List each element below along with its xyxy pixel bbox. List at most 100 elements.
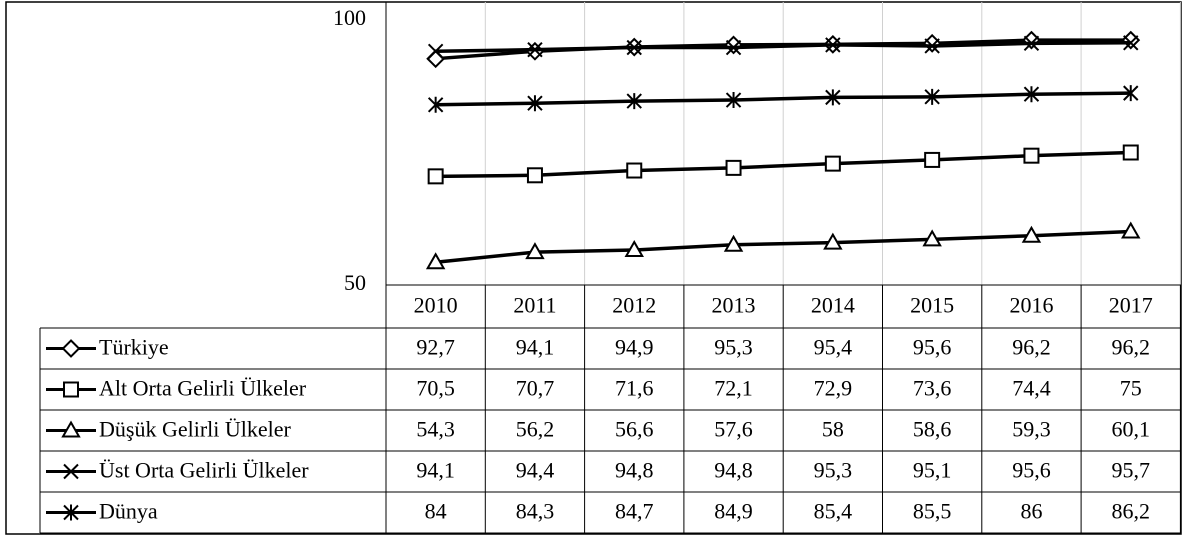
marker bbox=[1122, 144, 1139, 161]
marker bbox=[624, 240, 644, 258]
marker bbox=[924, 151, 941, 168]
table-value: 60,1 bbox=[1112, 417, 1151, 442]
marker bbox=[63, 463, 79, 480]
legend-label: Düşük Gelirli Ülkeler bbox=[99, 417, 292, 442]
marker bbox=[725, 39, 742, 56]
table-value: 95,6 bbox=[913, 335, 952, 360]
marker bbox=[1121, 221, 1141, 239]
table-value: 94,8 bbox=[714, 458, 753, 483]
marker bbox=[626, 162, 643, 179]
table-value: 70,5 bbox=[416, 376, 455, 401]
marker bbox=[723, 234, 744, 252]
table-value: 71,6 bbox=[615, 376, 654, 401]
legend-label: Alt Orta Gelirli Ülkeler bbox=[99, 376, 307, 401]
table-value: 96,2 bbox=[1112, 335, 1151, 360]
marker bbox=[823, 232, 843, 250]
x-tick-label: 2015 bbox=[910, 293, 954, 318]
marker bbox=[527, 41, 543, 58]
table-value: 95,1 bbox=[913, 458, 952, 483]
marker bbox=[1121, 30, 1141, 50]
x-tick-label: 2014 bbox=[811, 293, 855, 318]
marker bbox=[61, 420, 81, 438]
marker bbox=[427, 43, 444, 59]
x-tick-label: 2011 bbox=[513, 293, 556, 318]
table-value: 94,1 bbox=[516, 335, 555, 360]
legend-label: Dünya bbox=[99, 499, 158, 524]
table-value: 54,3 bbox=[416, 417, 455, 442]
x-tick-label: 2010 bbox=[414, 293, 458, 318]
marker bbox=[426, 49, 446, 69]
marker bbox=[626, 93, 642, 110]
marker bbox=[922, 229, 942, 247]
marker bbox=[824, 155, 841, 172]
table-value: 84,9 bbox=[714, 499, 753, 524]
table-value: 95,6 bbox=[1012, 458, 1051, 483]
table-value: 95,3 bbox=[714, 335, 753, 360]
series-line bbox=[435, 150, 1131, 179]
table-value: 57,6 bbox=[714, 417, 753, 442]
table-value: 59,3 bbox=[1012, 417, 1051, 442]
marker bbox=[425, 252, 446, 270]
table-value: 72,9 bbox=[814, 376, 853, 401]
table-value: 86,2 bbox=[1112, 499, 1151, 524]
table-value: 95,3 bbox=[814, 458, 853, 483]
table-value: 84,7 bbox=[615, 499, 654, 524]
marker bbox=[922, 33, 942, 53]
table-value: 58 bbox=[822, 417, 844, 442]
table-value: 92,7 bbox=[416, 335, 455, 360]
table-value: 56,6 bbox=[615, 417, 654, 442]
table-value: 96,2 bbox=[1012, 335, 1051, 360]
marker bbox=[725, 92, 742, 109]
table-value: 94,9 bbox=[615, 335, 654, 360]
marker bbox=[924, 38, 940, 54]
table-value: 94,1 bbox=[416, 458, 455, 483]
marker bbox=[825, 89, 841, 106]
table-value: 95,4 bbox=[814, 335, 853, 360]
marker bbox=[724, 35, 743, 55]
table-value: 94,4 bbox=[516, 458, 555, 483]
table-value: 75 bbox=[1120, 376, 1142, 401]
table-value: 74,4 bbox=[1012, 376, 1051, 401]
marker bbox=[526, 167, 543, 184]
x-tick-label: 2012 bbox=[612, 293, 656, 318]
frame bbox=[5, 1, 1182, 535]
marker bbox=[1023, 147, 1040, 164]
table-value: 73,6 bbox=[913, 376, 952, 401]
table-value: 56,2 bbox=[516, 417, 555, 442]
table-value: 70,7 bbox=[516, 376, 555, 401]
marker bbox=[63, 381, 79, 398]
marker bbox=[525, 242, 545, 260]
table-value: 84 bbox=[425, 499, 447, 524]
table-value: 72,1 bbox=[714, 376, 753, 401]
y-tick-label: 100 bbox=[333, 5, 366, 30]
marker bbox=[1023, 35, 1040, 52]
x-tick-label: 2017 bbox=[1109, 293, 1153, 318]
series-line bbox=[435, 229, 1131, 264]
x-tick-label: 2013 bbox=[712, 293, 756, 318]
marker bbox=[1023, 86, 1040, 103]
marker bbox=[427, 96, 444, 113]
marker bbox=[1123, 35, 1139, 51]
x-tick-label: 2016 bbox=[1009, 293, 1053, 318]
table-value: 86 bbox=[1020, 499, 1042, 524]
table-value: 95,7 bbox=[1112, 458, 1151, 483]
marker bbox=[825, 37, 841, 53]
series-line bbox=[435, 41, 1131, 54]
marker bbox=[1123, 85, 1139, 102]
marker bbox=[1021, 225, 1042, 243]
marker bbox=[725, 159, 742, 176]
table-value: 85,4 bbox=[814, 499, 853, 524]
marker bbox=[63, 504, 79, 521]
table-value: 94,8 bbox=[615, 458, 654, 483]
marker bbox=[626, 39, 642, 56]
legend-label: Üst Orta Gelirli Ülkeler bbox=[99, 458, 309, 483]
series-line bbox=[435, 91, 1131, 107]
table-value: 84,3 bbox=[516, 499, 555, 524]
table-value: 58,6 bbox=[913, 417, 952, 442]
table-value: 85,5 bbox=[913, 499, 952, 524]
legend-label: Türkiye bbox=[99, 335, 169, 360]
marker bbox=[527, 95, 543, 112]
marker bbox=[1022, 30, 1041, 50]
marker bbox=[924, 88, 940, 105]
